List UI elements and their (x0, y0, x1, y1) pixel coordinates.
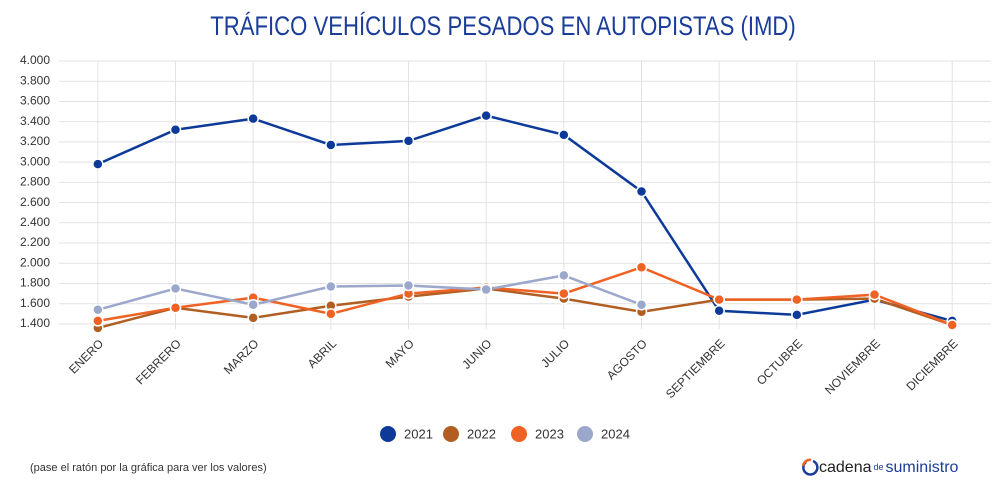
series-line (97, 265, 953, 327)
data-point (247, 312, 259, 324)
data-point (92, 315, 104, 327)
y-tick-label: 1.800 (20, 276, 50, 290)
y-tick-label: 2.400 (20, 215, 50, 229)
chart-title: TRÁFICO VEHÍCULOS PESADOS EN AUTOPISTAS … (210, 12, 796, 42)
data-point (635, 298, 648, 311)
y-tick-label: 1.400 (20, 316, 50, 330)
data-point (713, 305, 725, 317)
y-tick-label: 3.200 (20, 134, 50, 148)
y-tick-label: 3.000 (20, 154, 50, 168)
data-point (558, 129, 570, 141)
data-point (169, 302, 182, 314)
x-tick-label: DICIEMBRE (903, 336, 960, 393)
x-tick-label: OCTUBRE (754, 336, 805, 387)
y-tick-label: 2.000 (20, 255, 50, 269)
logo: cadena de suministro (801, 458, 959, 476)
x-tick-label: ABRIL (305, 336, 340, 371)
x-tick-label: NOVIEMBRE (822, 336, 883, 397)
data-point (713, 293, 725, 306)
data-point (791, 293, 803, 306)
data-point (247, 112, 259, 125)
data-point (558, 269, 570, 282)
x-tick-label: MAYO (383, 336, 417, 370)
y-tick-label: 2.200 (20, 235, 50, 249)
data-point (868, 288, 881, 301)
y-tick-label: 2.800 (20, 175, 50, 189)
data-point (169, 124, 182, 136)
y-tick-label: 3.600 (20, 94, 50, 108)
y-tick-label: 4.000 (20, 53, 50, 67)
legend-label: 2021 (404, 426, 433, 441)
x-tick-label: MARZO (221, 336, 262, 377)
series-line (97, 274, 642, 311)
data-point (325, 308, 337, 320)
logo-text: cadena de suministro (819, 459, 959, 476)
note: (pase el ratón por la gráfica para ver l… (30, 462, 267, 474)
y-tick-label: 2.600 (20, 195, 50, 209)
data-point (325, 139, 337, 151)
data-point (402, 135, 415, 147)
legend-label: 2022 (467, 426, 496, 441)
data-point (247, 298, 259, 311)
data-point (92, 304, 104, 316)
data-point (325, 280, 337, 293)
data-point (402, 279, 415, 292)
series-line (97, 114, 953, 323)
x-tick-label: SEPTIEMBRE (663, 336, 728, 401)
x-tick-label: FEBRERO (133, 336, 184, 387)
y-tick-label: 3.400 (20, 114, 50, 128)
data-point (92, 158, 104, 170)
logo-main: cadena (819, 459, 872, 476)
logo-end: suministro (886, 459, 959, 476)
legend-marker (380, 426, 396, 442)
legend-marker (577, 426, 593, 442)
data-point (558, 287, 570, 300)
legend-label: 2024 (601, 426, 630, 441)
x-tick-label: AGOSTO (604, 336, 650, 382)
x-tick-label: JULIO (538, 336, 572, 370)
legend-marker (443, 426, 459, 442)
logo-small: de (874, 462, 884, 472)
data-point (480, 109, 492, 122)
logo-icon (801, 458, 812, 467)
x-tick-label: ENERO (66, 336, 106, 376)
x-tick-label: JUNIO (459, 336, 494, 371)
legend-label: 2023 (535, 426, 564, 441)
data-point (635, 185, 648, 198)
y-tick-label: 1.600 (20, 296, 50, 310)
legend-marker (511, 426, 527, 442)
data-point (635, 261, 648, 274)
data-point (791, 309, 803, 321)
y-tick-label: 3.800 (20, 73, 50, 87)
data-point (480, 283, 492, 296)
data-point (169, 282, 182, 295)
data-point (946, 319, 958, 331)
